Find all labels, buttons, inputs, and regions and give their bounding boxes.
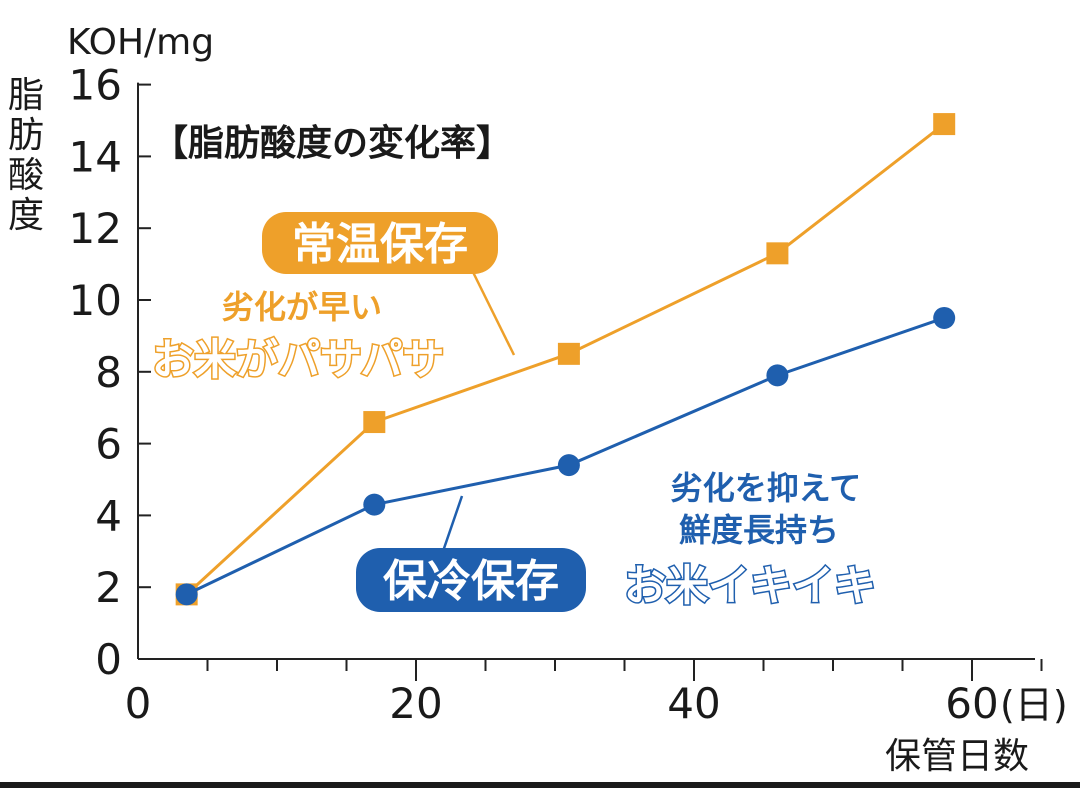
chart-title: 【脂肪酸度の変化率】 xyxy=(152,122,512,164)
x-axis-label: 保管日数 xyxy=(885,736,1029,777)
data-point-square xyxy=(766,242,789,265)
orange-note-1: 劣化が早い xyxy=(222,288,382,326)
blue-badge xyxy=(356,548,586,612)
blue-note-1: 劣化を抑えて xyxy=(671,469,861,507)
orange-callout-line xyxy=(468,265,516,356)
orange-badge-label: 常温保存 xyxy=(292,219,468,270)
y-tick-label: 8 xyxy=(95,348,122,397)
data-point-circle xyxy=(175,583,198,606)
y-tick-label: 12 xyxy=(69,204,122,253)
chart-series xyxy=(175,113,956,606)
orange-badge xyxy=(262,212,498,274)
blue-note-2: 鮮度長持ち xyxy=(679,511,839,549)
data-point-circle xyxy=(933,306,956,329)
y-tick-label: 2 xyxy=(95,563,122,612)
y-tick-label: 0 xyxy=(95,635,122,684)
blue-note-3: お米イキイキ xyxy=(624,561,876,610)
x-tick-label: 40 xyxy=(667,679,720,728)
y-axis-label: 脂肪酸度 xyxy=(8,75,44,236)
x-tick-label: 0 xyxy=(125,679,152,728)
y-tick-label: 4 xyxy=(95,491,122,540)
chart-axes: 0 2 4 6 8 10 12 14 16 0 20 40 60 (日) 保管日数 KOH/mg 脂肪酸度 xyxy=(8,22,1068,777)
x-tick-label: 20 xyxy=(389,679,442,728)
y-tick-label: 6 xyxy=(95,420,122,469)
data-point-circle xyxy=(766,364,789,387)
y-tick-label: 14 xyxy=(69,132,122,181)
y-tick-label: 10 xyxy=(69,276,122,325)
y-unit-label: KOH/mg xyxy=(67,22,214,63)
bottom-rule xyxy=(0,782,1080,788)
y-tick-label: 16 xyxy=(69,61,122,110)
x-unit-label: (日) xyxy=(1000,683,1068,727)
x-tick-label: 60 xyxy=(945,679,998,728)
data-point-square xyxy=(363,411,386,434)
data-point-square xyxy=(933,113,956,136)
orange-note-2: お米がパサパサ xyxy=(152,335,444,384)
data-point-square xyxy=(557,342,580,365)
data-point-circle xyxy=(363,493,386,516)
blue-badge-label: 保冷保存 xyxy=(383,556,559,607)
data-point-circle xyxy=(557,454,580,477)
